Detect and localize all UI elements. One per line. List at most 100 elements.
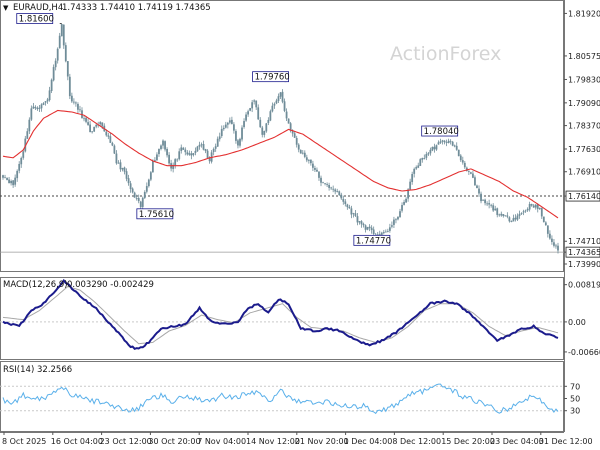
candle-body: [230, 119, 233, 124]
candle-body: [95, 124, 98, 127]
candle-body: [354, 213, 357, 216]
candle-body: [496, 208, 499, 215]
candle-body: [188, 153, 191, 155]
candle-body: [312, 163, 314, 168]
price-annotations: 1.81600 1.79760 1.78040 1.75610 1.74770: [16, 13, 459, 246]
price-tick-label: 1.78370: [568, 122, 600, 131]
candle-body: [192, 153, 195, 155]
price-tick-label: 1.76910: [568, 168, 600, 177]
candle-body: [459, 155, 462, 161]
candle-body: [233, 124, 235, 131]
candle-body: [220, 129, 223, 136]
candle-body: [417, 165, 420, 168]
candle-body: [30, 108, 33, 120]
candle-body: [46, 99, 49, 102]
time-tick-label: 30 Oct 20:00: [148, 437, 200, 446]
candle-body: [32, 106, 35, 109]
rsi-line: [2, 383, 559, 415]
candle-body: [263, 131, 266, 135]
watermark: ActionForex: [390, 43, 501, 65]
annotation-box: [421, 125, 459, 137]
candle-body: [50, 79, 53, 91]
candle-body: [344, 201, 347, 205]
candle-body: [121, 168, 124, 170]
candle-body: [198, 144, 201, 147]
candle-body: [38, 107, 41, 109]
candle-body: [435, 145, 438, 150]
candle-body: [62, 24, 65, 46]
candle-body: [362, 223, 365, 226]
macd-line: [2, 278, 559, 350]
candle-body: [194, 150, 197, 153]
candle-body: [338, 191, 341, 196]
candle-body: [22, 151, 25, 158]
candle-body: [190, 153, 193, 156]
time-tick-label: 23 Dec 04:00: [490, 437, 544, 446]
candle-body: [186, 152, 189, 155]
candle-body: [386, 231, 389, 232]
candle-body: [34, 107, 37, 109]
candle-body: [488, 203, 491, 205]
time-tick-label: 31 Dec 12:00: [539, 437, 593, 446]
candle-body: [226, 122, 229, 125]
candle-body: [516, 215, 519, 220]
time-tick-label: 21 Nov 20:00: [295, 437, 349, 446]
candle-body: [265, 123, 268, 132]
candle-body: [520, 213, 523, 214]
candle-body: [532, 205, 535, 208]
candle-body: [147, 179, 150, 187]
candle-body: [295, 137, 298, 145]
candle-body: [60, 24, 63, 37]
candle-body: [200, 144, 203, 146]
candle-body: [36, 107, 39, 110]
rsi-tick-label: 50: [570, 395, 580, 404]
candle-body: [403, 201, 405, 205]
dropdown-arrow-icon[interactable]: ▼: [3, 4, 9, 12]
candle-body: [538, 207, 541, 210]
candle-body: [40, 104, 43, 109]
macd-title: MACD(12,26,9): [3, 280, 68, 290]
price-tick-label: 1.79830: [568, 75, 600, 84]
candle-body: [2, 175, 4, 178]
candle-body: [289, 123, 292, 131]
candle-body: [180, 147, 183, 151]
candle-body: [216, 138, 219, 147]
price-pane-frame: [0, 0, 564, 272]
candle-body: [58, 35, 61, 49]
candle-body: [324, 183, 326, 185]
time-tick-label: 8 Dec 12:00: [392, 437, 441, 446]
candle-body: [123, 167, 126, 172]
candle-body: [506, 215, 509, 217]
candle-body: [105, 131, 108, 136]
candle-body: [421, 157, 424, 160]
candle-body: [486, 203, 489, 205]
candle-body: [267, 119, 270, 123]
candle-body: [490, 204, 493, 206]
candle-body: [228, 120, 231, 123]
candle-body: [28, 119, 31, 132]
candle-body: [376, 234, 379, 236]
candle-body: [512, 218, 515, 222]
candle-body: [534, 204, 537, 208]
candle-body: [247, 111, 249, 115]
candle-body: [164, 141, 166, 150]
candle-body: [20, 157, 23, 165]
candle-body: [99, 122, 102, 125]
candle-body: [18, 163, 21, 171]
candle-body: [309, 159, 312, 164]
candle-body: [182, 147, 185, 150]
candle-body: [133, 192, 136, 198]
candle-body: [241, 127, 243, 140]
candle-body: [405, 198, 407, 203]
candle-body: [494, 208, 497, 211]
candle-body: [455, 145, 458, 150]
candle-body: [548, 233, 551, 239]
candle-body: [431, 146, 434, 151]
candle-body: [26, 131, 29, 139]
candle-body: [346, 204, 349, 208]
candle-body: [168, 154, 170, 164]
candle-body: [222, 127, 225, 130]
candle-body: [467, 171, 470, 172]
candle-body: [129, 183, 132, 190]
